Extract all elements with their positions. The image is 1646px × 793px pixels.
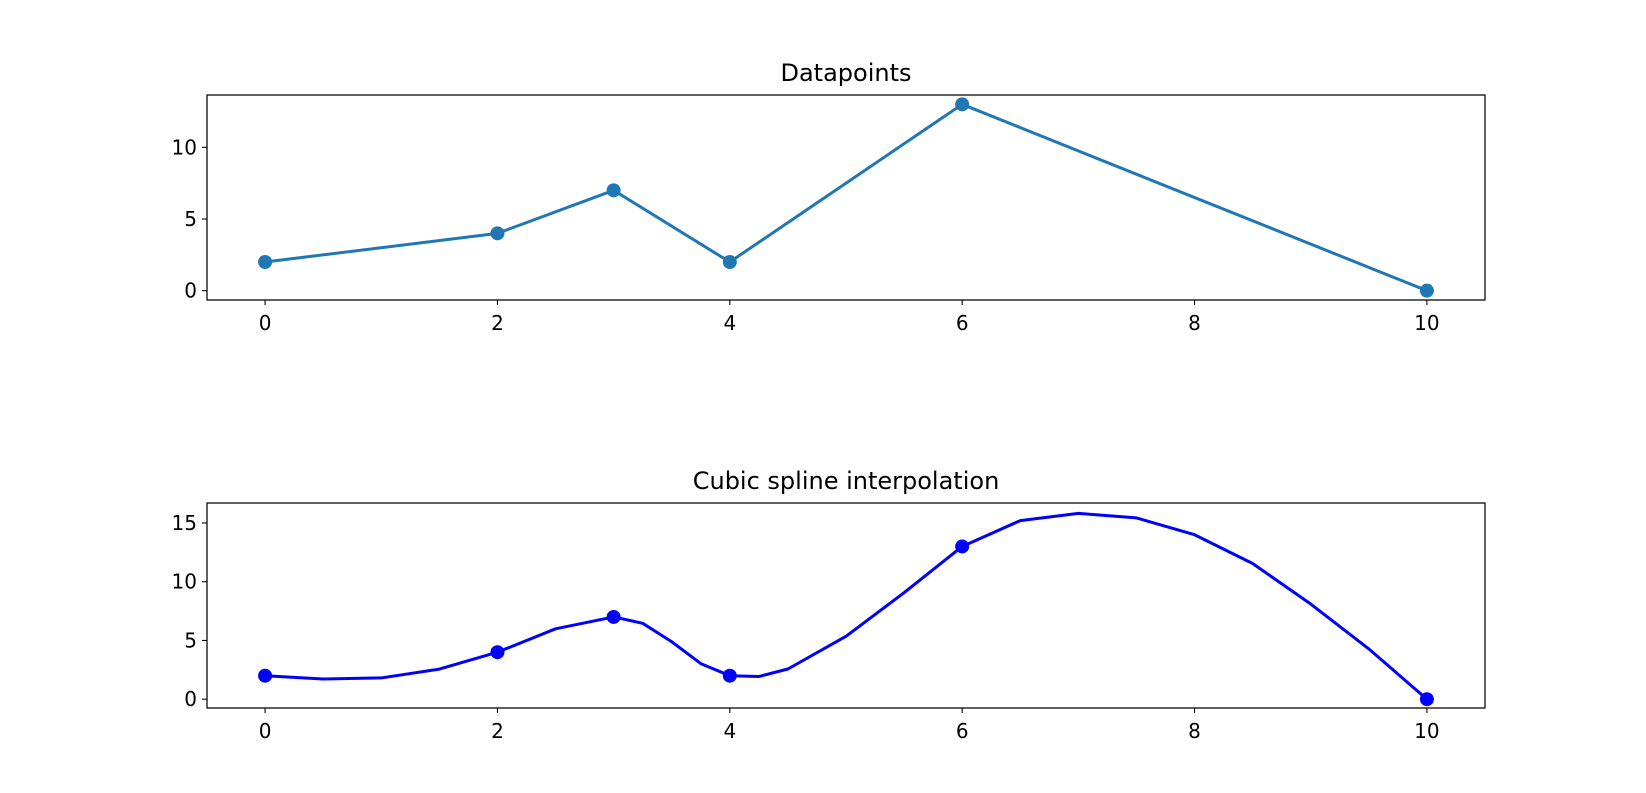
datapoints-data-point (1419, 283, 1434, 298)
datapoints-y-tick-label: 0 (184, 279, 197, 303)
datapoints-x-tick-label: 8 (1188, 311, 1201, 335)
datapoints-series-line (263, 102, 1429, 293)
datapoints-data-point (490, 226, 505, 241)
cubic-spline-x-tick-label: 4 (723, 719, 736, 743)
subplot-datapoints: Datapoints 0 2 4 6 8 10 0 5 10 (172, 59, 1486, 335)
datapoints-axes-frame (206, 94, 1486, 301)
cubic-spline-x-tick-label: 0 (259, 719, 272, 743)
cubic-spline-data-point (722, 668, 737, 683)
cubic-spline-y-tick-label: 0 (184, 687, 197, 711)
datapoints-data-point (606, 183, 621, 198)
cubic-spline-data-point (606, 609, 621, 624)
cubic-spline-data-point (955, 539, 970, 554)
cubic-spline-title: Cubic spline interpolation (693, 467, 1000, 495)
datapoints-y-tick-label: 10 (172, 135, 197, 159)
cubic-spline-axes-frame (206, 502, 1486, 709)
cubic-spline-y-tick-label: 15 (172, 511, 197, 535)
cubic-spline-series-line (263, 511, 1429, 701)
cubic-spline-data-point (258, 668, 273, 683)
datapoints-data-point (722, 255, 737, 270)
datapoints-data-point (258, 255, 273, 270)
cubic-spline-y-tick-label: 10 (172, 570, 197, 594)
datapoints-y-tick-label: 5 (184, 207, 197, 231)
datapoints-x-tick-label: 2 (491, 311, 504, 335)
datapoints-x-tick-label: 10 (1414, 311, 1439, 335)
subplot-cubic-spline: Cubic spline interpolation 0 2 4 6 8 10 0 5 10 15 (172, 467, 1486, 743)
cubic-spline-x-tick-label: 2 (491, 719, 504, 743)
datapoints-title: Datapoints (780, 59, 911, 87)
cubic-spline-plot-area (258, 511, 1434, 707)
cubic-spline-x-tick-label: 8 (1188, 719, 1201, 743)
cubic-spline-x-tick-label: 10 (1414, 719, 1439, 743)
datapoints-x-tick-label: 0 (259, 311, 272, 335)
datapoints-x-tick-label: 6 (956, 311, 969, 335)
cubic-spline-y-tick-label: 5 (184, 628, 197, 652)
datapoints-data-point (955, 97, 970, 112)
datapoints-x-tick-label: 4 (723, 311, 736, 335)
datapoints-plot-area (258, 97, 1434, 298)
cubic-spline-x-tick-label: 6 (956, 719, 969, 743)
cubic-spline-data-point (1419, 692, 1434, 707)
cubic-spline-data-point (490, 645, 505, 660)
